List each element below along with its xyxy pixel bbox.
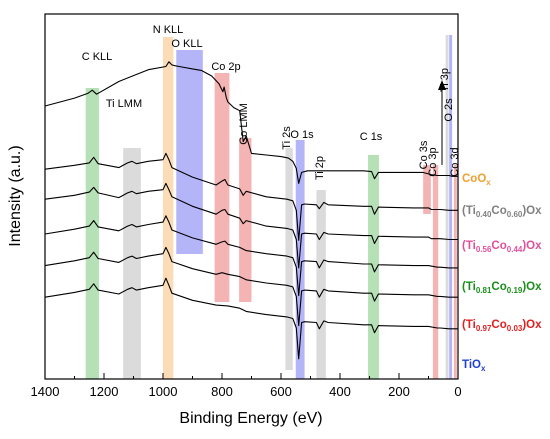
spectrum-line-4 xyxy=(44,246,458,327)
band-co-2p xyxy=(214,73,230,302)
band-o-2s xyxy=(449,35,453,379)
series-label-2: (Ti0.56Co0.44)Ox xyxy=(462,240,542,254)
series-label-1: (Ti0.40Co0.60)Ox xyxy=(462,205,542,219)
series-label-0: CoOx xyxy=(462,173,491,187)
band-ti-2s xyxy=(285,148,293,370)
band-c-1s xyxy=(368,155,379,379)
label-n-kll: N KLL xyxy=(153,24,184,36)
spectrum-line-3 xyxy=(44,215,458,297)
x-axis-ticks: 1400 1200 1000 800 600 400 200 0 xyxy=(31,373,462,399)
spectrum-line-2 xyxy=(44,182,458,269)
band-co-3d xyxy=(453,165,457,379)
label-c-1s: C 1s xyxy=(360,131,383,143)
x-tick-label: 1200 xyxy=(90,384,119,399)
x-tick-label: 800 xyxy=(211,384,233,399)
band-co-3p xyxy=(432,165,439,379)
label-ti-2p: Ti 2p xyxy=(314,156,326,180)
x-tick-label: 0 xyxy=(454,384,461,399)
x-tick-label: 200 xyxy=(388,384,410,399)
x-tick-label: 400 xyxy=(329,384,351,399)
band-o-kll xyxy=(176,50,203,254)
x-axis-title: Binding Energy (eV) xyxy=(179,410,322,427)
label-co-lmm: Co LMM xyxy=(238,103,250,145)
series-label-5: TiOx xyxy=(462,359,486,373)
arrow-head xyxy=(438,80,446,90)
peak-bands xyxy=(85,35,457,379)
spectrum-line-1 xyxy=(44,152,458,241)
band-ti-lmm xyxy=(123,148,141,379)
label-co-2p: Co 2p xyxy=(211,61,240,73)
x-tick-label: 1000 xyxy=(149,384,178,399)
label-co-3s: Co 3s xyxy=(418,140,430,169)
label-o-2s: O 2s xyxy=(443,98,455,122)
y-axis-title: Intensity (a.u.) xyxy=(7,145,24,246)
series-label-4: (Ti0.97Co0.03)Ox xyxy=(462,319,542,333)
x-tick-label: 1400 xyxy=(31,384,60,399)
label-ti-lmm: Ti LMM xyxy=(106,98,142,110)
legend-labels: CoOx (Ti0.40Co0.60)Ox (Ti0.56Co0.44)Ox (Ti0… xyxy=(462,173,542,373)
label-c-kll: C KLL xyxy=(82,51,113,63)
band-co-3s xyxy=(423,165,431,214)
x-tick-label: 600 xyxy=(270,384,292,399)
label-co-3p: Co 3p xyxy=(427,147,439,176)
series-label-3: (Ti0.81Co0.19)Ox xyxy=(462,281,542,295)
band-n-kll xyxy=(163,37,174,379)
band-ti-2p xyxy=(316,190,326,379)
band-co-lmm xyxy=(239,138,252,302)
band-ti-3p xyxy=(445,35,449,379)
spectrum-line-0 xyxy=(44,61,458,184)
label-o-1s: O 1s xyxy=(290,129,314,141)
label-ti-2s: Ti 2s xyxy=(281,126,293,150)
label-o-kll: O KLL xyxy=(171,38,202,50)
label-co-3d: Co 3d xyxy=(449,147,461,176)
spectrum-line-5 xyxy=(44,277,458,360)
band-o-1s xyxy=(295,140,305,379)
band-c-kll xyxy=(85,88,99,379)
spectra xyxy=(44,61,458,360)
peak-labels: C KLL Ti LMM N KLL O KLL Co 2p Co LMM Ti 2sO 1… xyxy=(82,24,461,180)
